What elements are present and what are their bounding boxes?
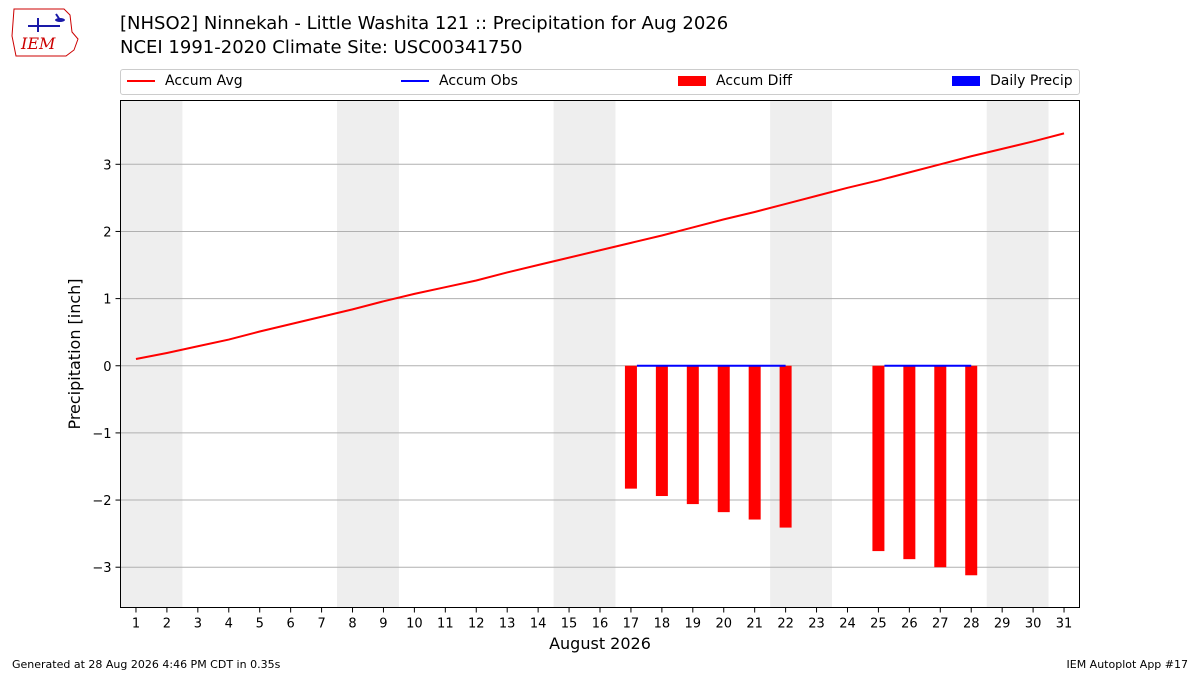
accum-diff-bar: [624, 365, 637, 489]
legend: Accum Avg Accum Obs Accum Diff Daily Pre…: [120, 69, 1080, 95]
accum-avg-line: [135, 132, 1065, 361]
legend-item-accum-diff: Accum Diff: [678, 73, 792, 89]
footer-generated-text: Generated at 28 Aug 2026 4:46 PM CDT in …: [12, 658, 281, 671]
x-tick-label: 28: [963, 617, 980, 632]
x-tick-label: 5: [256, 617, 264, 632]
y-tick-label: −3: [92, 561, 111, 576]
accum-diff-bar: [686, 365, 699, 505]
accum-diff-bar: [717, 365, 730, 513]
x-tick-label: 22: [777, 617, 794, 632]
legend-label-accum-obs: Accum Obs: [439, 73, 518, 89]
x-tick-label: 16: [592, 617, 609, 632]
accum-diff-bar: [779, 365, 792, 528]
x-tick-label: 27: [932, 617, 949, 632]
accum-diff-bar: [965, 365, 978, 576]
y-axis-label: Precipitation [inch]: [65, 278, 84, 429]
legend-label-daily-precip: Daily Precip: [990, 73, 1073, 89]
weekend-shade: [120, 100, 183, 608]
x-tick-label: 6: [287, 617, 295, 632]
weekend-shade: [553, 100, 616, 608]
x-tick-label: 24: [839, 617, 856, 632]
legend-item-accum-obs: Accum Obs: [401, 73, 518, 89]
y-tick-label: 0: [103, 360, 111, 375]
x-tick-label: 14: [530, 617, 547, 632]
x-tick-label: 29: [994, 617, 1011, 632]
y-tick-label: −1: [92, 427, 111, 442]
weekend-shade: [337, 100, 399, 608]
x-tick-label: 19: [685, 617, 702, 632]
x-tick-label: 8: [348, 617, 356, 632]
chart-subtitle: NCEI 1991-2020 Climate Site: USC00341750: [120, 37, 523, 58]
x-tick-label: 21: [746, 617, 763, 632]
weekend-shade: [986, 100, 1049, 608]
x-tick-label: 9: [379, 617, 387, 632]
x-tick-label: 3: [194, 617, 202, 632]
legend-label-accum-avg: Accum Avg: [165, 73, 243, 89]
x-tick-label: 13: [499, 617, 516, 632]
x-tick-label: 11: [437, 617, 454, 632]
legend-swatch-accum-avg: [127, 80, 155, 82]
legend-item-daily-precip: Daily Precip: [952, 73, 1073, 89]
y-tick-label: 2: [103, 225, 111, 240]
weekend-shade: [770, 100, 833, 608]
accum-diff-bar: [934, 365, 947, 568]
x-tick-label: 10: [406, 617, 423, 632]
x-tick-label: 23: [808, 617, 825, 632]
y-tick-label: 3: [103, 158, 111, 173]
x-tick-label: 30: [1025, 617, 1042, 632]
legend-label-accum-diff: Accum Diff: [716, 73, 793, 89]
y-tick-label: 1: [103, 293, 111, 308]
y-tick-label: −2: [92, 494, 111, 509]
x-axis-label: August 2026: [549, 634, 651, 653]
x-tick-label: 1: [132, 617, 140, 632]
logo-text: IEM: [20, 34, 56, 53]
chart-title: [NHSO2] Ninnekah - Little Washita 121 ::…: [120, 13, 729, 34]
accum-diff-bar: [748, 365, 761, 520]
legend-item-accum-avg: Accum Avg: [127, 73, 243, 89]
x-tick-label: 15: [561, 617, 578, 632]
accum-diff-bar: [655, 365, 668, 497]
legend-swatch-accum-diff: [678, 76, 706, 86]
x-tick-label: 17: [623, 617, 640, 632]
x-tick-label: 2: [163, 617, 171, 632]
x-tick-label: 25: [870, 617, 887, 632]
x-tick-label: 18: [654, 617, 671, 632]
x-tick-label: 31: [1056, 617, 1073, 632]
accum-diff-bar: [903, 365, 916, 560]
x-tick-label: 4: [225, 617, 233, 632]
footer-app-text: IEM Autoplot App #17: [1066, 658, 1189, 671]
accum-diff-bar: [872, 365, 885, 552]
x-tick-label: 20: [715, 617, 732, 632]
x-tick-label: 26: [901, 617, 918, 632]
legend-swatch-daily-precip: [952, 76, 980, 86]
x-tick-label: 12: [468, 617, 485, 632]
legend-swatch-accum-obs: [401, 80, 429, 82]
x-tick-label: 7: [317, 617, 325, 632]
iem-logo: IEM: [11, 8, 79, 57]
